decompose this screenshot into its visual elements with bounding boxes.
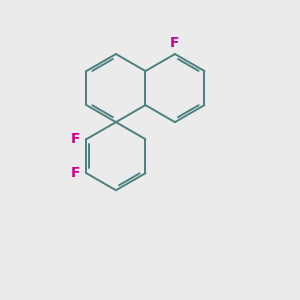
- Text: F: F: [170, 36, 180, 50]
- Text: F: F: [70, 166, 80, 180]
- Text: F: F: [70, 132, 80, 146]
